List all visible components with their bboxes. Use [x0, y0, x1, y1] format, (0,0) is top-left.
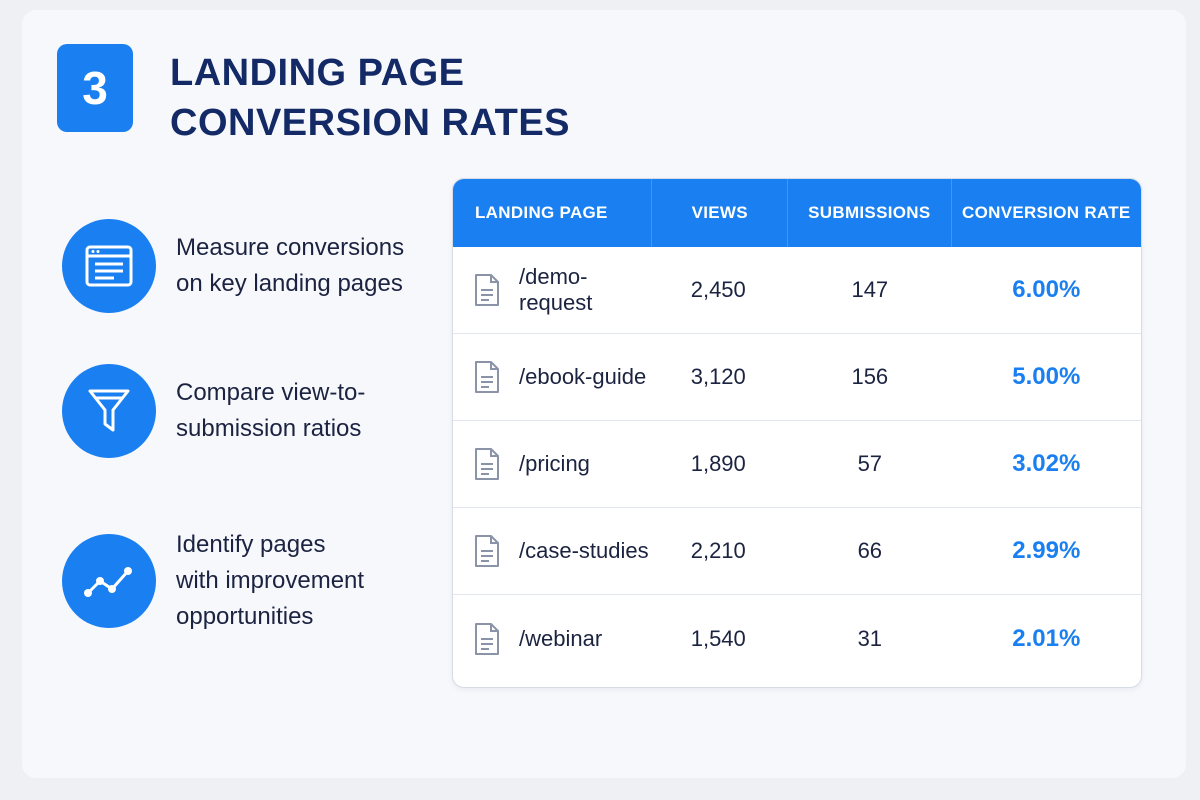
feature-text-line: with improvement: [176, 567, 365, 594]
submissions-cell: 66: [857, 538, 883, 563]
trend-line-icon: [84, 567, 132, 597]
feature-icon-circle: [62, 219, 156, 313]
landing-page-cell: /case-studies: [453, 508, 652, 594]
feature-text-line: opportunities: [176, 603, 314, 630]
page-path: /demo-request: [519, 264, 593, 315]
conversion-rate-cell: 5.00%: [1012, 363, 1081, 390]
document-icon: [475, 622, 499, 655]
page-path: /case-studies: [519, 538, 649, 563]
conversion-rate-cell: 3.02%: [1012, 450, 1081, 477]
landing-page-cell: /demo-request: [453, 247, 652, 333]
submissions-cell: 147: [851, 277, 889, 302]
document-icon: [475, 448, 499, 480]
table-row: /webinar 1,540 31 2.01%: [453, 595, 1141, 682]
table-row: /demo-request 2,450 147 6.00%: [453, 247, 1141, 334]
browser-window-icon: [85, 245, 133, 287]
submissions-cell: 57: [857, 451, 883, 476]
document-icon: [475, 361, 499, 393]
landing-page-cell: /webinar: [453, 595, 652, 682]
title-line-2: CONVERSION RATES: [170, 102, 571, 144]
table-row: /case-studies 2,210 66 2.99%: [453, 508, 1141, 595]
page-path: /pricing: [519, 451, 590, 476]
column-header-landing-page: LANDING PAGE: [453, 179, 653, 247]
conversion-rate-cell: 2.01%: [1012, 624, 1081, 652]
feature-item: Identify pages with improvement opportun…: [62, 527, 426, 635]
column-header-views: VIEWS: [652, 179, 789, 247]
landing-page-cell: /ebook-guide: [453, 334, 652, 420]
table-row: /pricing 1,890 57 3.02%: [453, 421, 1141, 508]
feature-text-line: Measure conversions: [176, 234, 405, 261]
document-icon: [475, 535, 499, 567]
document-icon: [475, 274, 499, 306]
page-path: /webinar: [519, 625, 603, 651]
column-header-conversion-rate: CONVERSION RATE: [962, 203, 1131, 222]
landing-page-cell: /pricing: [453, 421, 652, 507]
feature-icon-circle: [62, 364, 156, 458]
views-cell: 2,450: [690, 277, 746, 302]
feature-text-line: on key landing pages: [176, 270, 403, 297]
table-row: /ebook-guide 3,120 156 5.00%: [453, 334, 1141, 421]
feature-text: Measure conversions on key landing pages: [176, 230, 426, 302]
views-cell: 3,120: [690, 364, 746, 389]
views-cell: 1,890: [690, 451, 746, 476]
submissions-cell: 156: [851, 364, 889, 389]
feature-text-line: Identify pages: [176, 531, 326, 558]
feature-item: Compare view-to- submission ratios: [62, 364, 426, 458]
table-header: LANDING PAGE VIEWS SUBMISSIONS CONVERSIO…: [453, 179, 1141, 247]
conversion-rate-cell: 6.00%: [1012, 276, 1081, 303]
feature-item: Measure conversions on key landing pages: [62, 219, 426, 313]
funnel-icon: [88, 389, 130, 432]
feature-icon-circle: [62, 534, 156, 628]
feature-text: Compare view-to- submission ratios: [176, 375, 426, 447]
feature-text-line: Compare view-to-: [176, 379, 366, 406]
views-cell: 2,210: [690, 538, 746, 563]
feature-text: Identify pages with improvement opportun…: [176, 527, 426, 635]
page-path: /ebook-guide: [519, 364, 647, 389]
column-header-submissions: SUBMISSIONS: [788, 179, 952, 247]
conversion-rate-cell: 2.99%: [1012, 537, 1081, 564]
page-title: LANDING PAGE CONVERSION RATES: [170, 48, 570, 148]
conversion-table: LANDING PAGE VIEWS SUBMISSIONS CONVERSIO…: [452, 178, 1142, 688]
title-line-1: LANDING PAGE: [170, 52, 465, 94]
submissions-cell: 31: [857, 625, 883, 651]
views-cell: 1,540: [690, 625, 746, 651]
step-badge: 3: [57, 44, 133, 132]
feature-text-line: submission ratios: [176, 415, 362, 442]
